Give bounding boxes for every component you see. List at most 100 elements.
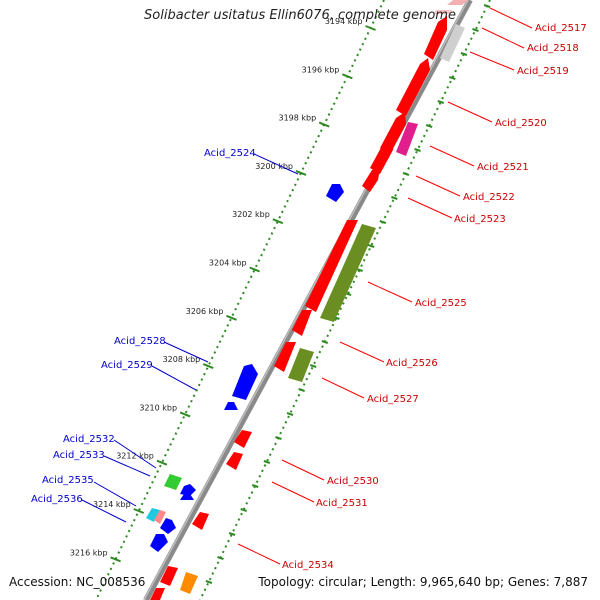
leader-acid-2534	[237, 543, 281, 565]
leader-acid-2526	[339, 341, 385, 363]
leader-acid-2525	[367, 281, 413, 303]
outer-tick	[356, 268, 363, 272]
outer-tick	[251, 484, 259, 488]
gene-acid-2525-partner[interactable]	[320, 224, 376, 322]
label-acid-2519: Acid_2519	[517, 66, 569, 77]
outer-tick	[228, 532, 236, 536]
outer-tick	[205, 580, 213, 584]
label-acid-2533: Acid_2533	[53, 450, 105, 461]
gene-acid-2523-arrow[interactable]	[362, 168, 380, 192]
leader-acid-2522	[415, 175, 461, 197]
leader-acid-2521	[429, 145, 475, 167]
leader-acid-2523	[407, 197, 453, 219]
outer-tick	[402, 172, 410, 176]
gene-acid-2522-arrow[interactable]	[370, 138, 393, 174]
kbp-label: 3194 kbp	[325, 17, 363, 26]
kbp-label: 3216 kbp	[70, 548, 108, 557]
label-acid-2525: Acid_2525	[415, 298, 467, 309]
leader-acid-2530	[281, 459, 325, 481]
label-acid-2520: Acid_2520	[495, 118, 547, 129]
gene-acid-2530-arrow[interactable]	[234, 430, 252, 448]
outer-tick	[483, 4, 491, 8]
leader-acid-2529	[151, 365, 197, 391]
label-acid-2532: Acid_2532	[63, 434, 115, 445]
outer-tick	[437, 100, 445, 104]
kbp-tick	[365, 25, 376, 31]
gene-acid-2521-arrow[interactable]	[396, 122, 418, 156]
kbp-tick	[179, 411, 191, 418]
kbp-label: 3200 kbp	[255, 162, 293, 171]
feature-faint-3	[434, 10, 452, 14]
gene-acid-2533-arrow[interactable]	[180, 494, 194, 500]
label-acid-2530: Acid_2530	[327, 476, 379, 487]
gene-acid-2531-arrow[interactable]	[226, 452, 243, 470]
outer-tick	[298, 388, 305, 392]
leader-acid-2524	[253, 153, 299, 175]
gene-acid-2532-arrow[interactable]	[180, 484, 196, 496]
outer-tick	[263, 460, 271, 464]
label-acid-2529: Acid_2529	[101, 360, 153, 371]
kbp-label: 3202 kbp	[232, 210, 270, 219]
label-acid-2518: Acid_2518	[527, 43, 579, 54]
gene-acid-bottom-2	[150, 588, 165, 600]
label-acid-2522: Acid_2522	[463, 192, 515, 203]
feature-faint-2	[440, 24, 465, 62]
leader-acid-2532	[113, 439, 157, 469]
gene-acid-2534-arrow[interactable]	[192, 512, 209, 530]
outer-tick	[217, 556, 224, 560]
kbp-label: 3210 kbp	[139, 403, 177, 412]
label-acid-2528: Acid_2528	[114, 336, 166, 347]
leader-acid-2517	[489, 7, 533, 29]
outer-tick	[449, 76, 456, 80]
kbp-tick	[318, 121, 330, 128]
gene-acid-2535-arrow[interactable]	[160, 518, 176, 534]
gene-acid-2524-arrow[interactable]	[326, 184, 344, 202]
kbp-tick	[156, 459, 168, 466]
gene-acid-2529-arrow[interactable]	[224, 402, 238, 410]
gene-green	[164, 474, 182, 490]
gene-acid-2536-arrow[interactable]	[150, 534, 168, 552]
accession-label: Accession: NC_008536	[9, 575, 146, 589]
gene-acid-2517-arrow[interactable]	[424, 16, 447, 60]
leader-acid-2518	[481, 27, 525, 49]
gene-acid-2527-partner[interactable]	[288, 348, 314, 382]
label-acid-2536: Acid_2536	[31, 494, 83, 505]
kbp-tick	[249, 266, 261, 273]
kbp-tick	[110, 556, 121, 563]
outer-tick	[309, 364, 317, 368]
outer-tick	[391, 196, 398, 200]
gene-acid-2519-arrow[interactable]	[396, 58, 430, 116]
outer-tick	[275, 436, 282, 440]
gene-acid-2528-arrow[interactable]	[232, 364, 258, 400]
outer-tick	[460, 52, 468, 56]
label-acid-2534: Acid_2534	[282, 560, 334, 571]
kbp-tick	[295, 169, 307, 176]
gene-acid-2527-arrow[interactable]	[274, 342, 296, 372]
label-acid-2535: Acid_2535	[42, 475, 94, 486]
leader-acid-2536	[81, 499, 127, 523]
label-acid-2526: Acid_2526	[386, 358, 438, 369]
label-acid-2521: Acid_2521	[477, 162, 529, 173]
kbp-label: 3196 kbp	[302, 65, 340, 74]
kbp-tick	[202, 363, 214, 370]
gene-orange	[180, 572, 198, 594]
feature-faint-1	[447, 0, 469, 5]
leader-acid-2535	[93, 481, 137, 507]
outer-tick	[367, 244, 375, 248]
kbp-tick	[342, 73, 353, 80]
gene-acid-2526-arrow[interactable]	[292, 310, 312, 336]
kbp-label: 3208 kbp	[163, 355, 201, 364]
gene-teal	[146, 508, 160, 522]
label-acid-2517: Acid_2517	[535, 23, 587, 34]
label-acid-2524: Acid_2524	[204, 148, 256, 159]
leader-acid-2533	[103, 455, 151, 477]
outer-tick	[286, 412, 294, 416]
outer-tick	[321, 340, 329, 344]
kbp-tick	[272, 218, 284, 225]
kbp-label: 3206 kbp	[186, 307, 224, 316]
label-acid-2523: Acid_2523	[454, 214, 506, 225]
gene-acid-bottom-1	[160, 566, 178, 586]
leader-acid-2531	[271, 481, 315, 503]
gene-acid-2525-arrow[interactable]	[305, 220, 358, 312]
